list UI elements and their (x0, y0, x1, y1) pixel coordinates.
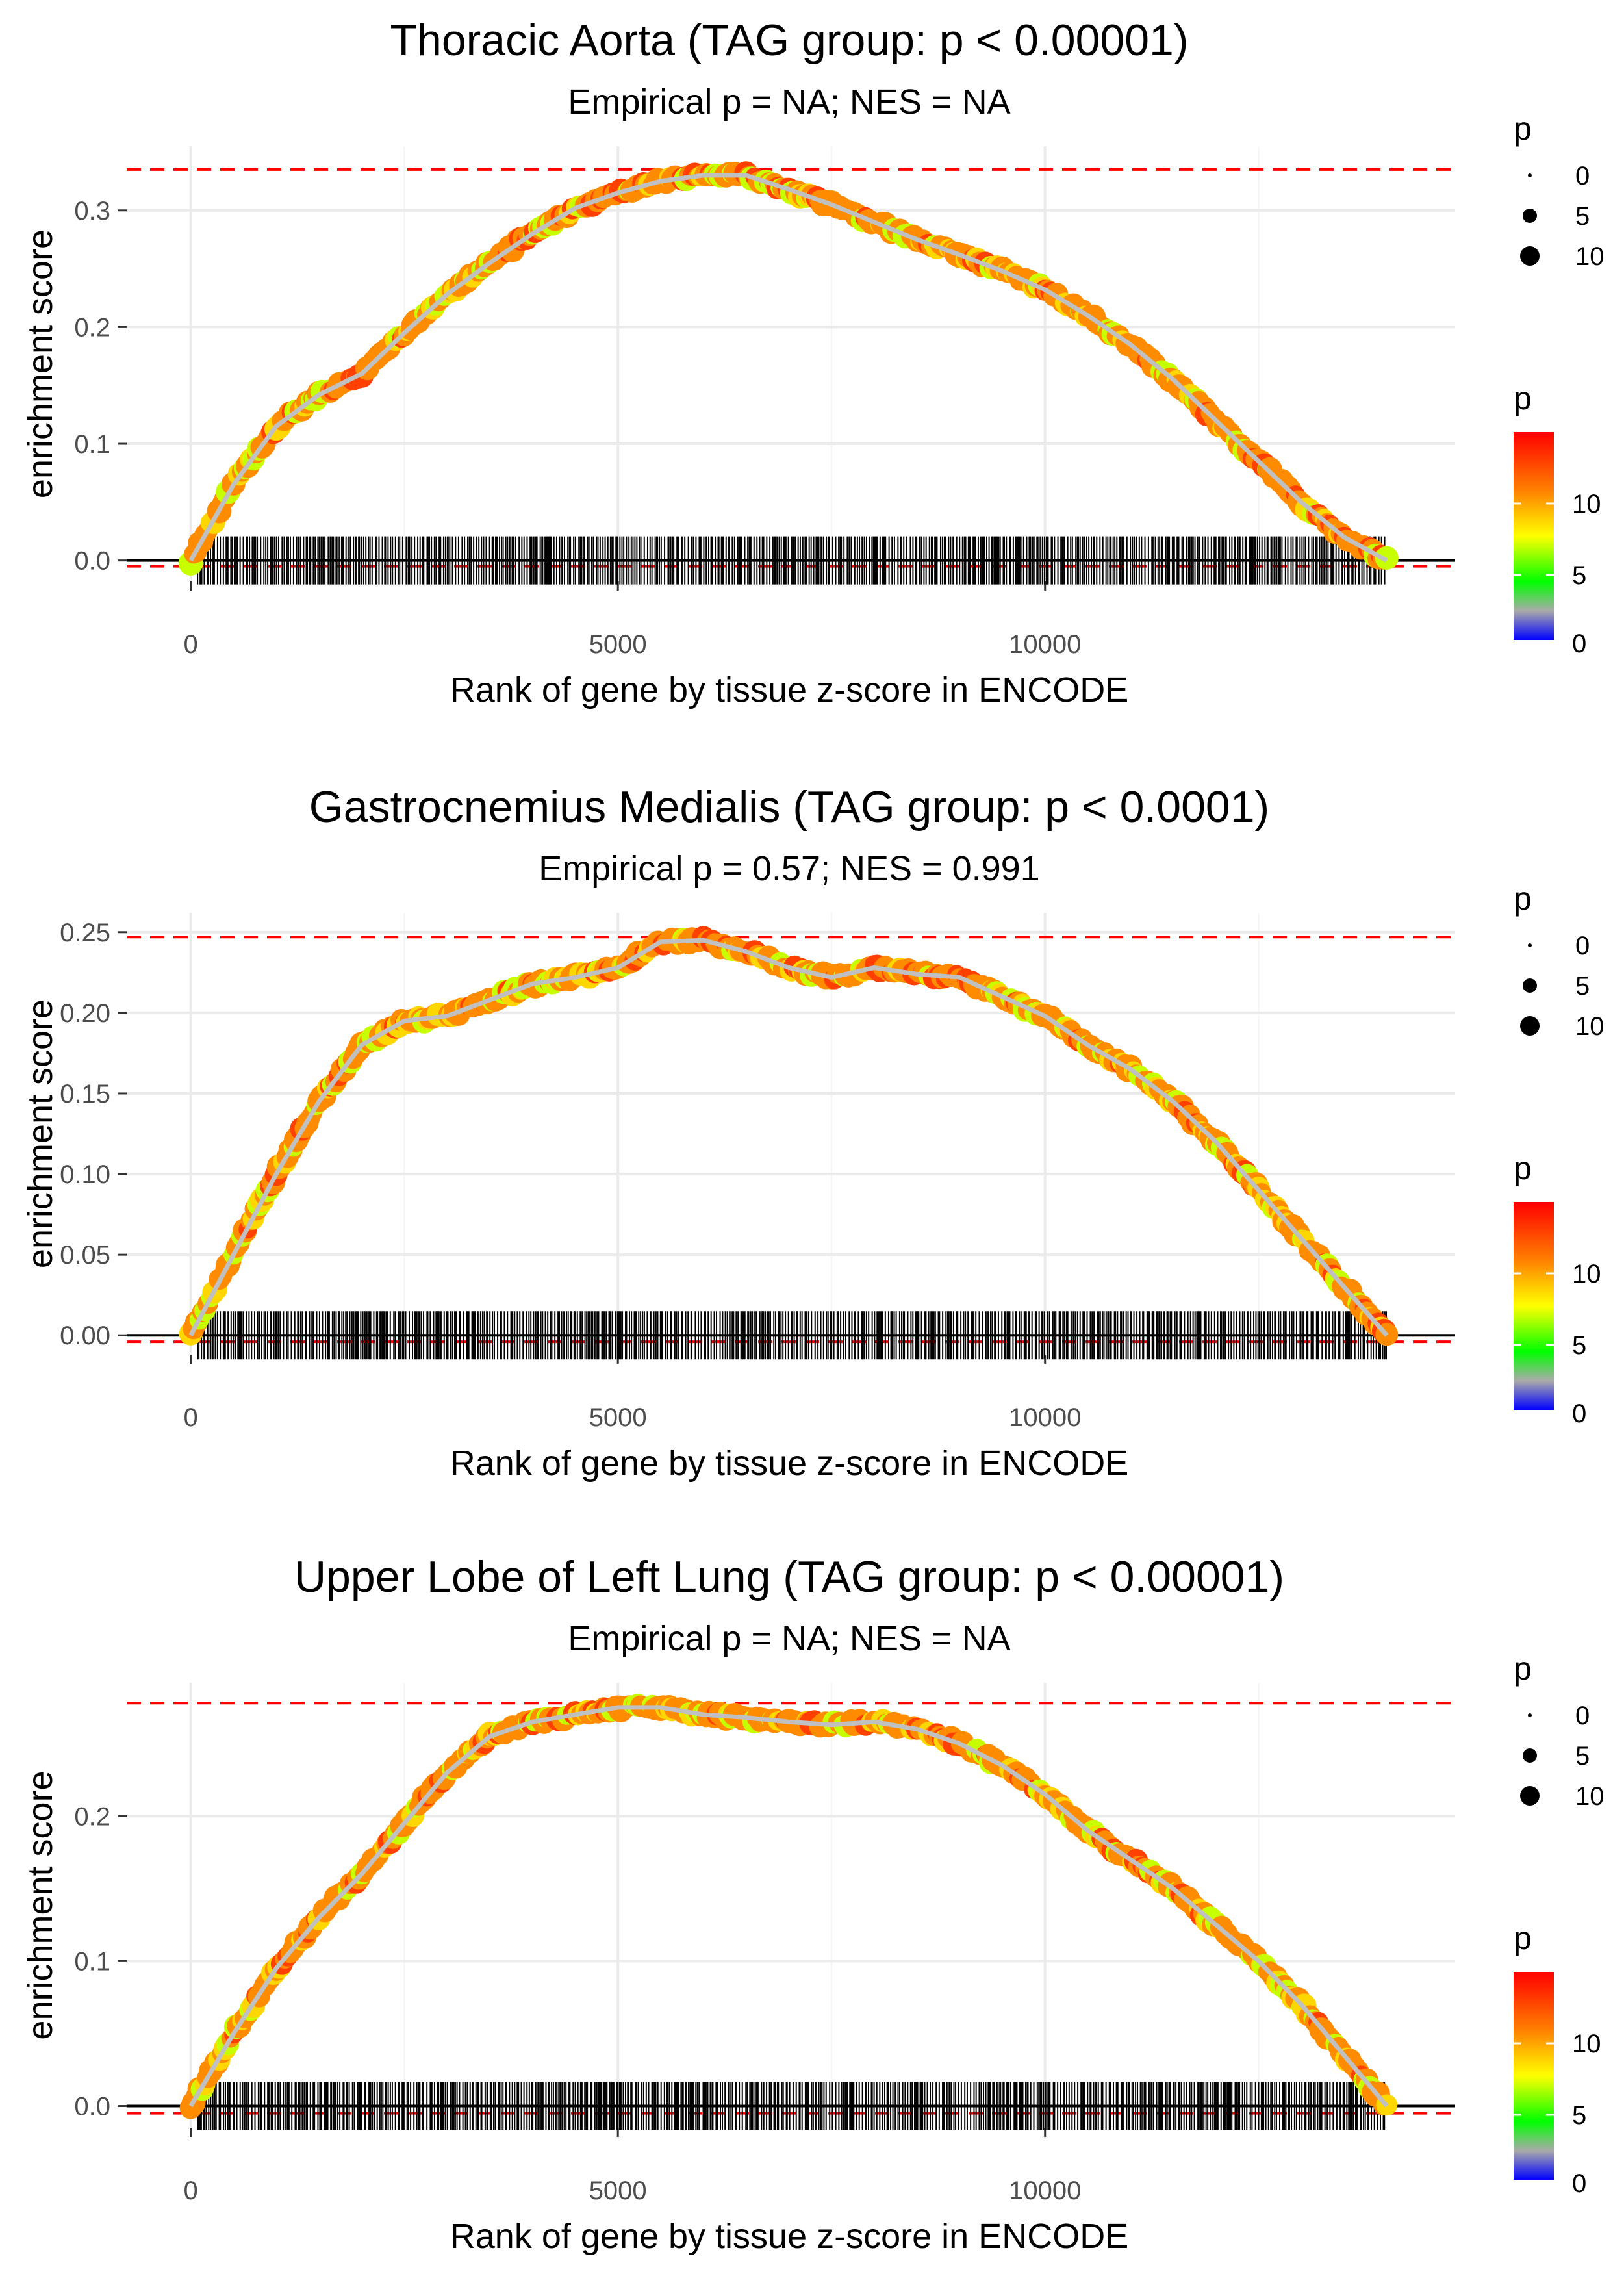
enrichment-curve (188, 1705, 1389, 2108)
x-tick-label: 0 (184, 1403, 198, 1432)
x-tick-label: 5000 (589, 2177, 647, 2205)
y-axis-label: enrichment score (21, 999, 60, 1268)
enrichment-points (178, 161, 1399, 576)
y-tick-label: 0.10 (60, 1160, 110, 1189)
colorbar-label: 5 (1572, 1331, 1586, 1360)
y-tick-label: 0.2 (74, 1802, 110, 1831)
legend-size-title: p (1514, 1650, 1532, 1687)
chart-subtitle: Empirical p = 0.57; NES = 0.991 (539, 849, 1039, 888)
y-tick-label: 0.3 (74, 197, 110, 225)
chart-panel-3: Upper Lobe of Left Lung (TAG group: p < … (21, 1552, 1605, 2256)
y-tick-label: 0.1 (74, 1947, 110, 1976)
chart-title: Thoracic Aorta (TAG group: p < 0.00001) (390, 16, 1188, 65)
y-tick-label: 0.1 (74, 430, 110, 459)
x-tick-label: 10000 (1009, 1403, 1081, 1432)
x-tick-label: 0 (184, 2177, 198, 2205)
colorbar-label: 10 (1572, 1260, 1601, 1288)
legend-size-label: 10 (1575, 1012, 1605, 1041)
legend-color-title: p (1514, 1920, 1532, 1956)
legend-size-label: 0 (1575, 1702, 1590, 1730)
enrichment-points (179, 1693, 1398, 2119)
enrichment-curve (188, 173, 1388, 563)
x-tick-label: 10000 (1009, 630, 1081, 659)
colorbar (1514, 432, 1554, 640)
x-tick-label: 5000 (589, 1403, 647, 1432)
chart-panel-2: Gastrocnemius Medialis (TAG group: p < 0… (21, 782, 1605, 1483)
chart-title: Gastrocnemius Medialis (TAG group: p < 0… (309, 782, 1269, 832)
x-axis-label: Rank of gene by tissue z-score in ENCODE (450, 2217, 1128, 2256)
colorbar-label: 5 (1572, 561, 1586, 590)
y-axis-label: enrichment score (21, 229, 60, 498)
colorbar (1514, 1202, 1554, 1410)
enrichment-points (179, 926, 1399, 1346)
y-tick-label: 0.0 (74, 547, 110, 576)
x-axis-label: Rank of gene by tissue z-score in ENCODE (450, 671, 1128, 709)
y-tick-label: 0.15 (60, 1080, 110, 1108)
colorbar-label: 10 (1572, 490, 1601, 518)
chart-panel-1: Thoracic Aorta (TAG group: p < 0.00001) E… (21, 16, 1605, 709)
colorbar-label: 0 (1572, 630, 1586, 658)
legend-size-label: 5 (1575, 202, 1590, 231)
legend-size-label: 0 (1575, 162, 1590, 190)
colorbar (1514, 1972, 1554, 2180)
x-tick-label: 5000 (589, 630, 647, 659)
legend-size-key (1523, 978, 1537, 993)
y-axis-label: enrichment score (21, 1770, 60, 2039)
legend-size-key (1520, 246, 1540, 266)
legend-size-key (1528, 943, 1532, 947)
colorbar-label: 5 (1572, 2101, 1586, 2130)
legend-size-label: 10 (1575, 242, 1605, 271)
y-tick-label: 0.25 (60, 919, 110, 947)
legend-size-key (1520, 1786, 1540, 1806)
colorbar-label: 10 (1572, 2030, 1601, 2058)
y-tick-label: 0.2 (74, 313, 110, 342)
colorbar-label: 0 (1572, 2169, 1586, 2198)
chart-subtitle: Empirical p = NA; NES = NA (568, 1619, 1010, 1658)
legend-size-key (1528, 1713, 1532, 1717)
gridlines (127, 146, 1455, 581)
legend-size-label: 5 (1575, 972, 1590, 1001)
y-tick-label: 0.00 (60, 1322, 110, 1350)
legend-size-title: p (1514, 110, 1532, 147)
legend-size-key (1523, 209, 1537, 223)
legend-size-label: 0 (1575, 932, 1590, 960)
legend-size-key (1523, 1748, 1537, 1763)
legend-size-title: p (1514, 880, 1532, 917)
x-tick-label: 10000 (1009, 2177, 1081, 2205)
legend-size-key (1520, 1016, 1540, 1036)
legend-size-key (1528, 173, 1532, 177)
legend-size-label: 5 (1575, 1742, 1590, 1770)
chart-title: Upper Lobe of Left Lung (TAG group: p < … (294, 1552, 1284, 1602)
colorbar-label: 0 (1572, 1399, 1586, 1428)
x-tick-label: 0 (184, 630, 198, 659)
enrichment-curve (188, 938, 1389, 1337)
legend-size-label: 10 (1575, 1782, 1605, 1811)
y-tick-label: 0.20 (60, 999, 110, 1028)
legend-color-title: p (1514, 380, 1532, 416)
x-axis-label: Rank of gene by tissue z-score in ENCODE (450, 1444, 1128, 1483)
chart-subtitle: Empirical p = NA; NES = NA (568, 83, 1010, 121)
y-tick-label: 0.0 (74, 2093, 110, 2121)
legend-color-title: p (1514, 1150, 1532, 1186)
y-tick-label: 0.05 (60, 1241, 110, 1270)
